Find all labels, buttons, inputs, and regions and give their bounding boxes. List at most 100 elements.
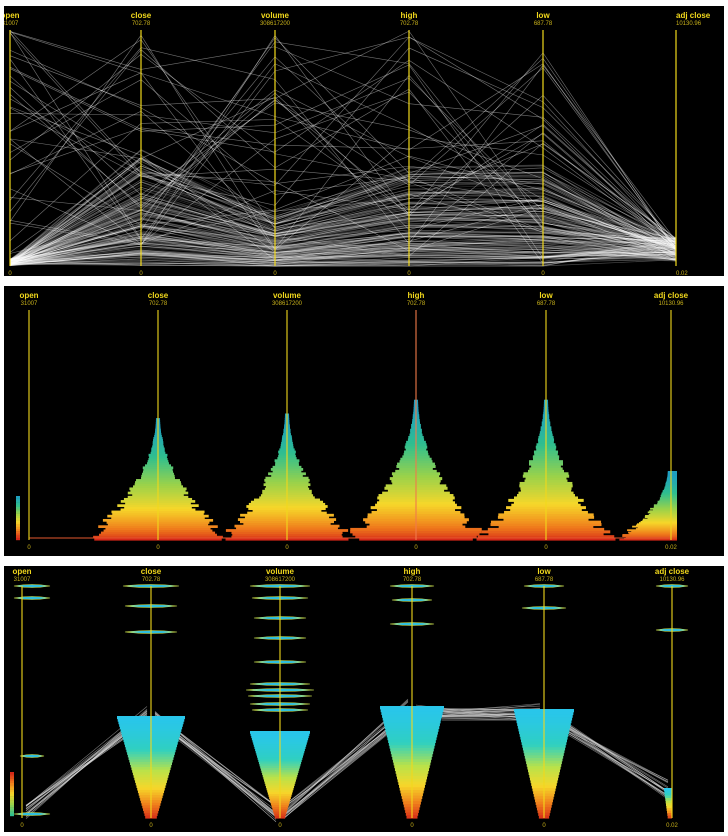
- polyline-panel: open310070close702.780volume3086172000hi…: [4, 6, 724, 276]
- axis-min-close: 0: [139, 271, 143, 276]
- legend-swatch: [10, 814, 14, 816]
- legend-swatch: [10, 812, 14, 814]
- legend-swatch: [16, 498, 20, 500]
- cluster-lens: [14, 813, 50, 816]
- axis-min-volume: 0: [285, 545, 289, 551]
- axis-name-low: low: [536, 11, 550, 20]
- axis-name-low: low: [537, 567, 551, 576]
- axis-min-close: 0: [156, 545, 160, 551]
- axis-name-high: high: [404, 567, 421, 576]
- legend-swatch: [10, 779, 14, 781]
- cluster-lens: [14, 585, 50, 588]
- axis-min-low: 0: [544, 545, 548, 551]
- axis-max-adj-close: 10130.96: [676, 21, 702, 27]
- axis-max-low: 687.78: [537, 301, 556, 307]
- legend-swatch: [16, 529, 20, 531]
- legend-swatch: [10, 772, 14, 774]
- axis-name-high: high: [401, 11, 418, 20]
- axis-max-adj-close: 10130.96: [659, 577, 685, 583]
- legend-swatch: [10, 794, 14, 796]
- legend-swatch: [16, 509, 20, 511]
- axis-min-open: 0: [8, 271, 12, 276]
- funnel-slice: [668, 816, 672, 819]
- legend-swatch: [16, 533, 20, 535]
- legend-swatch: [10, 776, 14, 778]
- axis-max-high: 702.78: [407, 301, 426, 307]
- density-shapes: [93, 400, 677, 541]
- axis-min-adj-close: 0.02: [666, 823, 678, 829]
- axis-max-volume: 308617200: [265, 577, 296, 583]
- axis-max-low: 687.78: [535, 577, 554, 583]
- legend-swatch: [10, 803, 14, 805]
- axis-max-high: 702.78: [403, 577, 422, 583]
- cluster-lens: [14, 597, 50, 600]
- legend-swatch: [16, 518, 20, 520]
- axis-max-low: 687.78: [534, 21, 553, 27]
- axis-name-volume: volume: [273, 291, 302, 300]
- axis-min-adj-close: 0.02: [676, 271, 688, 276]
- legend-swatch: [16, 525, 20, 527]
- axis-min-low: 0: [542, 823, 546, 829]
- legend-swatch: [16, 522, 20, 524]
- legend-swatch: [16, 527, 20, 529]
- cluster-shapes: [14, 585, 688, 819]
- polyline-plot: open310070close702.780volume3086172000hi…: [4, 6, 724, 276]
- legend-swatch: [10, 807, 14, 809]
- axis-name-open: open: [12, 567, 31, 576]
- axis-name-high: high: [408, 291, 425, 300]
- axis-min-adj-close: 0.02: [665, 545, 677, 551]
- axis-name-adj-close: adj close: [655, 567, 690, 576]
- legend-swatch: [10, 790, 14, 792]
- axis-max-volume: 308617200: [260, 21, 291, 27]
- axis-min-high: 0: [407, 271, 411, 276]
- legend-swatch: [10, 781, 14, 783]
- legend-swatch: [10, 785, 14, 787]
- legend-swatch: [16, 511, 20, 513]
- color-legend: [10, 772, 14, 816]
- legend-swatch: [10, 787, 14, 789]
- axis-name-adj-close: adj close: [654, 291, 689, 300]
- legend-swatch: [16, 520, 20, 522]
- legend-swatch: [10, 796, 14, 798]
- axis-max-volume: 308617200: [272, 301, 303, 307]
- legend-swatch: [16, 500, 20, 502]
- legend-swatch: [10, 809, 14, 811]
- axis-min-close: 0: [149, 823, 153, 829]
- axis-min-high: 0: [414, 545, 418, 551]
- legend-swatch: [10, 801, 14, 803]
- axis-name-close: close: [141, 567, 162, 576]
- legend-swatch: [16, 496, 20, 498]
- axis-name-low: low: [539, 291, 553, 300]
- axis-max-open: 31007: [21, 301, 38, 307]
- density-bin: [668, 471, 677, 473]
- axis-max-close: 702.78: [149, 301, 168, 307]
- legend-swatch: [16, 538, 20, 540]
- axis-max-close: 702.78: [142, 577, 161, 583]
- axis-name-volume: volume: [261, 11, 290, 20]
- bundle-plot: open310070close702.780volume3086172000hi…: [4, 566, 724, 832]
- legend-swatch: [16, 516, 20, 518]
- axis-name-close: close: [148, 291, 169, 300]
- axis-max-open: 31007: [14, 577, 31, 583]
- legend-swatch: [10, 805, 14, 807]
- axis-min-open: 0: [27, 545, 31, 551]
- axis-max-adj-close: 10130.96: [658, 301, 684, 307]
- axis-name-volume: volume: [266, 567, 295, 576]
- density-panel: open 31007 0 close 702.78 0 volume 308617200 0 hi…: [4, 286, 724, 556]
- legend-swatch: [16, 507, 20, 509]
- bundle-panel: open 31007 0 close 702.78 0 volume 308617200 0 hi…: [4, 566, 724, 832]
- legend-swatch: [16, 531, 20, 533]
- axis-name-open: open: [4, 11, 20, 20]
- axis-min-volume: 0: [273, 271, 277, 276]
- density-plot: open310070close702.780volume3086172000hi…: [4, 286, 724, 556]
- legend-swatch: [10, 798, 14, 800]
- axis-min-low: 0: [541, 271, 545, 276]
- axis-min-high: 0: [410, 823, 414, 829]
- legend-swatch: [16, 505, 20, 507]
- polyline-bundle: [10, 30, 676, 266]
- legend-swatch: [16, 514, 20, 516]
- legend-swatch: [10, 783, 14, 785]
- color-legend: [16, 496, 20, 540]
- legend-swatch: [16, 536, 20, 538]
- cluster-lens: [20, 755, 44, 758]
